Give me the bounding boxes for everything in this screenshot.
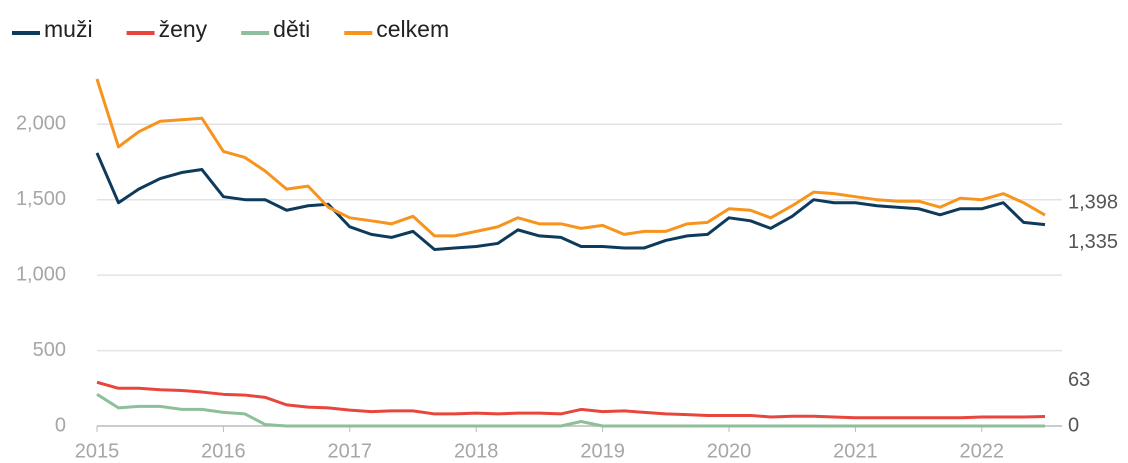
y-tick-label: 500	[33, 339, 66, 361]
y-tick-label: 0	[55, 414, 66, 436]
end-label: 1,398	[1068, 191, 1118, 213]
x-tick-label: 2015	[75, 440, 120, 462]
y-tick-label: 1,500	[16, 188, 66, 210]
series-line	[96, 380, 1046, 420]
legend-label: celkem	[376, 16, 449, 42]
x-tick-label: 2016	[201, 440, 246, 462]
x-tick-label: 2017	[328, 440, 373, 462]
legend-label: děti	[273, 16, 310, 42]
legend-label: ženy	[159, 16, 208, 42]
y-tick-label: 1,000	[16, 263, 66, 285]
series-line	[96, 393, 1045, 428]
end-label: 1,335	[1068, 231, 1118, 253]
x-tick-label: 2022	[960, 440, 1005, 462]
y-tick-label: 2,000	[16, 113, 66, 135]
series-line	[95, 78, 1046, 238]
x-tick-label: 2020	[707, 440, 752, 462]
end-label: 0	[1068, 414, 1079, 436]
x-tick-label: 2019	[580, 440, 625, 462]
x-tick-label: 2021	[833, 440, 878, 462]
series-line	[95, 152, 1046, 251]
legend-label: muži	[44, 16, 93, 42]
end-label: 63	[1068, 369, 1090, 391]
x-tick-label: 2018	[454, 440, 499, 462]
